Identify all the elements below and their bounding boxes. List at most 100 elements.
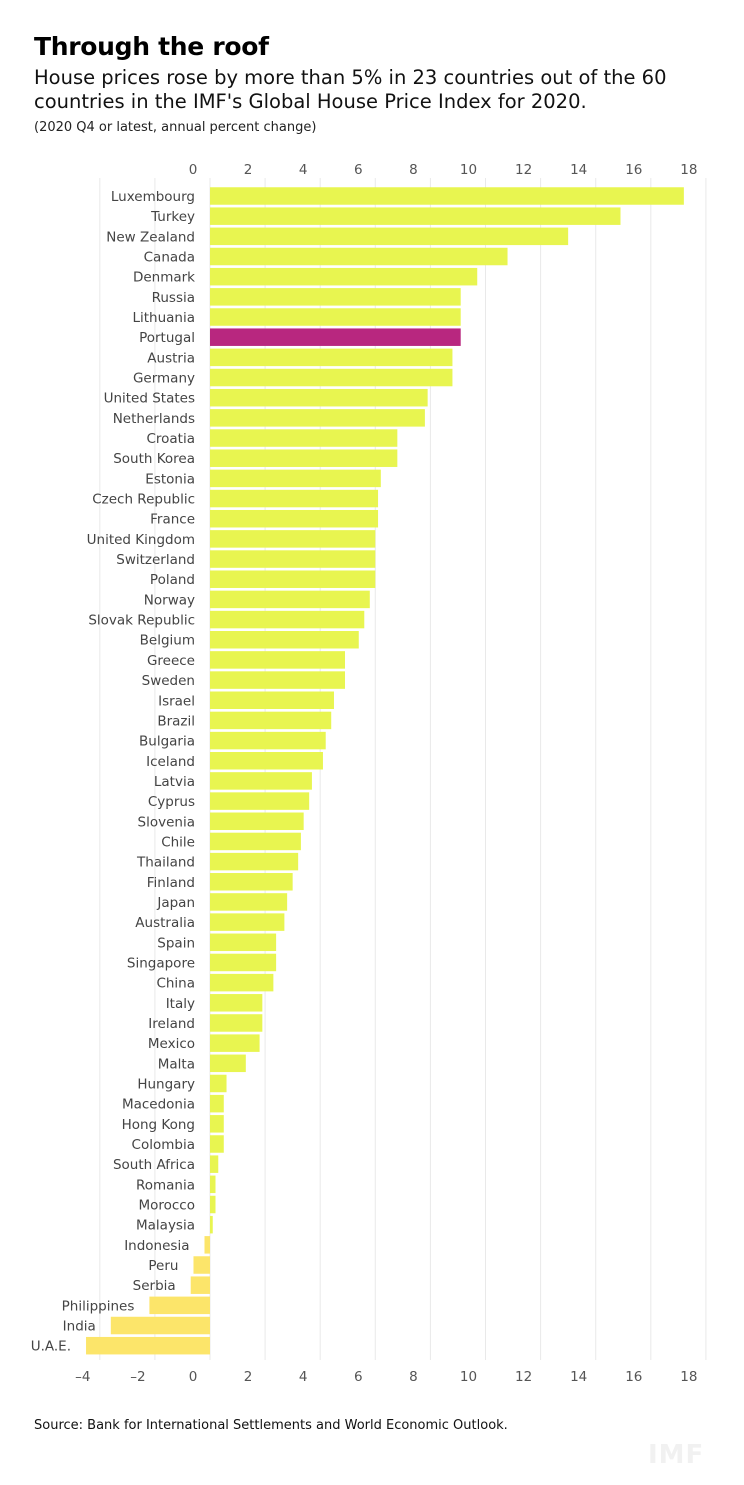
category-label: Belgium [140, 633, 195, 649]
bar-brazil [210, 711, 332, 730]
top-tick-label: 2 [244, 162, 253, 178]
bar-israel [210, 691, 334, 709]
category-label: Ireland [148, 1016, 195, 1032]
bar-iceland [210, 752, 323, 770]
top-tick-label: 10 [460, 162, 477, 178]
bar-germany [210, 368, 453, 387]
bar-u-a-e- [86, 1336, 210, 1355]
category-label: Australia [135, 915, 195, 931]
category-label: Canada [144, 250, 195, 266]
imf-watermark: IMF [648, 1440, 705, 1470]
bar-greece [210, 651, 345, 669]
category-label: Malaysia [136, 1218, 195, 1234]
bar-japan [210, 893, 288, 911]
bottom-tick-label: 18 [680, 1369, 697, 1385]
bar-estonia [210, 469, 381, 488]
top-tick-label: 18 [680, 162, 697, 178]
category-label: Sweden [142, 673, 195, 689]
category-label: Portugal [139, 330, 195, 346]
category-label: Poland [150, 572, 195, 588]
category-label: U.A.E. [31, 1339, 71, 1355]
bar-philippines [149, 1296, 210, 1315]
bottom-tick-label: 16 [625, 1369, 642, 1385]
category-label: Denmark [133, 270, 195, 286]
bar-united-states [210, 388, 428, 407]
category-label: Luxembourg [111, 189, 195, 205]
bottom-tick-label: –4 [75, 1369, 90, 1385]
bar-united-kingdom [210, 530, 376, 548]
bar-latvia [210, 772, 312, 790]
category-label: Thailand [136, 855, 195, 871]
bar-colombia [210, 1135, 224, 1153]
bottom-tick-label: 6 [354, 1369, 363, 1385]
category-label: Cyprus [148, 794, 195, 810]
bar-croatia [210, 429, 398, 447]
category-label: Finland [147, 875, 195, 891]
bar-thailand [210, 852, 299, 871]
category-label: Slovak Republic [88, 613, 195, 629]
category-label: Serbia [133, 1278, 176, 1294]
category-label: Romania [136, 1177, 195, 1193]
category-label: Singapore [127, 955, 195, 971]
bar-new-zealand [210, 227, 569, 246]
bar-mexico [210, 1034, 260, 1052]
bar-chart: 0 2 4 6 8 10 12 14 16 18 –4 –2 0 2 4 6 8 10 12 14 16 18 Luxemb… [31, 162, 707, 1385]
category-label: Indonesia [124, 1238, 189, 1254]
bar-canada [210, 247, 508, 266]
bar-china [210, 973, 274, 992]
bar-south-africa [210, 1155, 219, 1173]
category-label: Brazil [157, 713, 195, 729]
category-label: Norway [144, 592, 195, 608]
top-tick-label: 16 [625, 162, 642, 178]
category-label: Austria [147, 350, 195, 366]
bar-ireland [210, 1014, 263, 1032]
bar-bulgaria [210, 731, 326, 750]
top-tick-label: 8 [409, 162, 418, 178]
bar-czech-republic [210, 489, 379, 508]
bar-spain [210, 933, 277, 952]
bottom-tick-label: 12 [515, 1369, 532, 1385]
bar-finland [210, 873, 293, 891]
category-label: Peru [148, 1258, 178, 1274]
chart-note: (2020 Q4 or latest, annual percent chang… [34, 120, 317, 135]
category-label: Russia [152, 290, 195, 306]
bar-lithuania [210, 308, 461, 326]
bar-russia [210, 288, 461, 306]
category-label: Latvia [154, 774, 195, 790]
bar-sweden [210, 671, 345, 689]
bar-singapore [210, 953, 277, 972]
bar-morocco [210, 1195, 216, 1214]
bar-slovenia [210, 812, 304, 831]
bottom-tick-label: 10 [460, 1369, 477, 1385]
bar-hong-kong [210, 1115, 224, 1133]
category-label: South Africa [113, 1157, 195, 1173]
bottom-tick-label: 4 [299, 1369, 308, 1385]
category-label: France [150, 512, 195, 528]
top-tick-label: 12 [515, 162, 532, 178]
top-tick-label: 0 [189, 162, 198, 178]
category-label: China [156, 976, 195, 992]
chart-title: Through the roof [34, 32, 269, 61]
bar-austria [210, 348, 453, 367]
bar-south-korea [210, 449, 398, 467]
category-label: Hong Kong [122, 1117, 195, 1133]
category-label: Lithuania [132, 310, 195, 326]
category-label: Macedonia [122, 1097, 195, 1113]
bar-india [110, 1316, 210, 1335]
category-label: Bulgaria [139, 734, 195, 750]
category-label: Greece [147, 653, 195, 669]
bar-luxembourg [210, 187, 684, 205]
category-label: United States [104, 391, 195, 407]
bar-chile [210, 832, 301, 851]
bar-switzerland [210, 550, 376, 568]
category-label: Netherlands [113, 411, 195, 427]
bar-peru [193, 1256, 210, 1274]
bar-denmark [210, 267, 478, 286]
category-label: Switzerland [116, 552, 195, 568]
category-label: Spain [157, 935, 195, 951]
bar-indonesia [204, 1236, 210, 1254]
category-label: United Kingdom [87, 532, 195, 548]
category-label: Iceland [146, 754, 195, 770]
bar-france [210, 509, 379, 528]
bar-turkey [210, 207, 621, 225]
